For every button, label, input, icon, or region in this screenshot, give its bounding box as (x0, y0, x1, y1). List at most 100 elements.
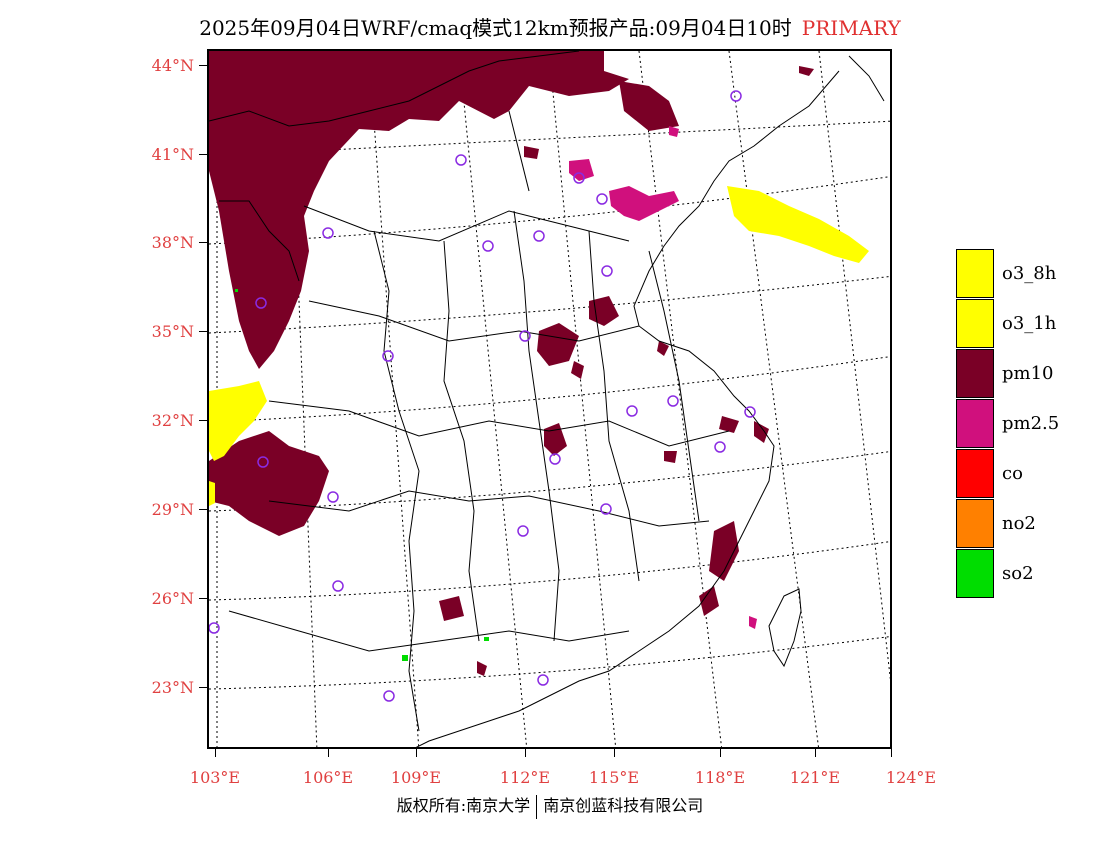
province-border (303, 205, 630, 242)
lat-tick (199, 598, 207, 599)
province-border (268, 400, 730, 447)
legend-item-so2: so2 (956, 549, 1100, 599)
province-border (513, 210, 560, 642)
pm10-region (719, 416, 739, 433)
legend: o3_8h o3_1h pm10 pm2.5 co no2 so2 (956, 249, 1100, 599)
site-marker (596, 193, 608, 205)
pm10-region (799, 66, 814, 76)
parallel-line (209, 356, 890, 423)
so2-spot (484, 637, 489, 641)
lon-label-118: 118°E (694, 768, 746, 787)
parallel-line (209, 275, 890, 334)
pm10-region (699, 586, 719, 616)
pm10-region (709, 521, 739, 581)
legend-swatch (956, 249, 994, 298)
footer-separator (536, 794, 538, 819)
legend-label: pm2.5 (1002, 413, 1060, 434)
pm10-layer (209, 51, 814, 676)
o3-region (209, 381, 267, 461)
legend-swatch (956, 499, 994, 548)
lon-label-124: 124°E (885, 768, 937, 787)
province-border (219, 200, 300, 282)
legend-swatch (956, 299, 994, 348)
meridian-line (818, 51, 890, 681)
lat-label-44: 44°N (151, 56, 194, 75)
lat-tick (199, 509, 207, 510)
site-marker (382, 350, 394, 362)
site-marker (601, 265, 613, 277)
site-marker (537, 674, 549, 686)
lat-label-32: 32°N (151, 411, 194, 430)
meridian-line (548, 51, 617, 747)
legend-label: co (1002, 463, 1023, 484)
lat-label-38: 38°N (151, 233, 194, 252)
coastline (415, 70, 840, 747)
lon-tick (215, 749, 216, 757)
copyright-footer: 版权所有:南京大学 南京创蓝科技有限公司 (0, 792, 1100, 819)
province-border (268, 490, 710, 527)
legend-item-pm10: pm10 (956, 349, 1100, 399)
lat-label-41: 41°N (151, 145, 194, 164)
site-marker (600, 503, 612, 515)
lat-tick (199, 242, 207, 243)
lon-tick (614, 749, 615, 757)
site-marker (327, 491, 339, 503)
pm10-region (619, 81, 679, 131)
copyright-right: 南京创蓝科技有限公司 (543, 796, 704, 815)
legend-swatch (956, 349, 994, 398)
lat-label-29: 29°N (151, 500, 194, 519)
site-marker (517, 525, 529, 537)
legend-label: no2 (1002, 513, 1036, 534)
lon-tick (525, 749, 526, 757)
lon-tick (891, 749, 892, 757)
so2-spot (235, 289, 238, 292)
lon-tick (416, 749, 417, 757)
lat-label-35: 35°N (151, 322, 194, 341)
lon-tick (720, 749, 721, 757)
pm10-region (657, 341, 669, 356)
legend-label: o3_8h (1002, 263, 1057, 284)
pm25-region (749, 616, 757, 629)
pm10-region (209, 51, 629, 369)
legend-swatch (956, 399, 994, 448)
province-border (648, 250, 700, 522)
lat-label-23: 23°N (151, 678, 194, 697)
pm10-region (477, 661, 487, 676)
lat-tick (199, 154, 207, 155)
province-border (588, 230, 640, 582)
site-marker (383, 690, 395, 702)
legend-label: o3_1h (1002, 313, 1057, 334)
so2-spot (402, 655, 408, 661)
pm10-region (209, 431, 329, 536)
province-border (373, 230, 420, 732)
legend-label: so2 (1002, 563, 1034, 584)
pm10-region (754, 421, 769, 443)
site-markers (209, 90, 756, 702)
taiwan-outline (768, 588, 802, 668)
title-primary-tag: PRIMARY (801, 16, 901, 40)
site-marker (549, 453, 561, 465)
lon-label-112: 112°E (499, 768, 551, 787)
boundaries (209, 51, 885, 747)
legend-item-no2: no2 (956, 499, 1100, 549)
title-main: 2025年09月04日WRF/cmaq模式12km预报产品:09月04日10时 (199, 16, 792, 40)
lon-label-103: 103°E (189, 768, 241, 787)
lon-label-106: 106°E (302, 768, 354, 787)
province-border (508, 110, 530, 192)
legend-item-o3-1h: o3_1h (956, 299, 1100, 349)
o3-region (209, 481, 215, 506)
pm25-layer (569, 126, 757, 629)
site-marker (714, 441, 726, 453)
lat-tick (199, 687, 207, 688)
legend-item-o3-8h: o3_8h (956, 249, 1100, 299)
pm10-region (544, 423, 567, 456)
so2-layer (235, 289, 489, 661)
country-border (209, 51, 580, 127)
meridian-line (368, 51, 420, 747)
meridian-line (458, 51, 528, 747)
pm10-region (537, 323, 579, 366)
site-marker (332, 580, 344, 592)
pm10-region (439, 596, 464, 621)
site-marker (209, 622, 220, 634)
pm10-region (524, 146, 539, 159)
